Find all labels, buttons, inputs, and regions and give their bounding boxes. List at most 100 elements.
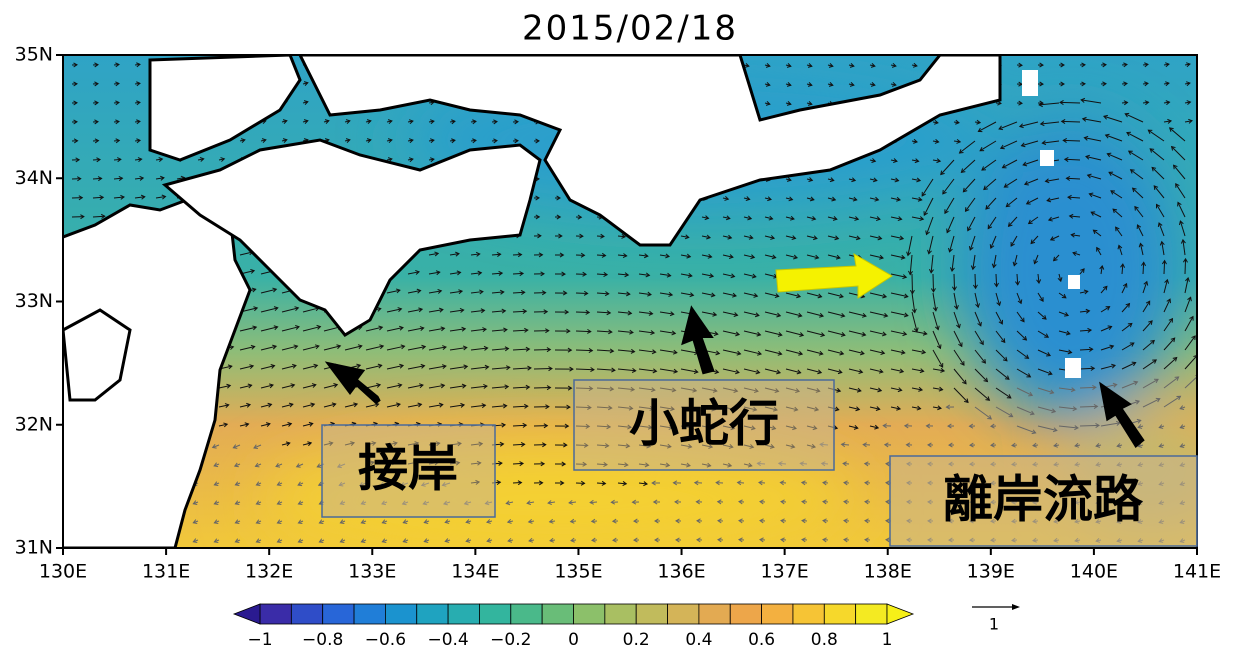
vector-head <box>136 81 141 87</box>
vector-head <box>666 272 672 278</box>
vector-head <box>293 344 299 350</box>
vector <box>743 273 756 278</box>
vector-head <box>541 442 547 448</box>
vector-head <box>253 444 259 450</box>
vector <box>907 235 913 256</box>
vector-head <box>896 405 902 411</box>
vector <box>218 404 229 408</box>
vector <box>981 159 997 171</box>
vector-head <box>776 312 782 318</box>
colorbar: −1 −0.8 −0.6 −0.4 −0.2 0 0.2 0.4 0.6 0.8 1 <box>232 603 915 650</box>
vector-head <box>566 404 571 410</box>
vector-head <box>1147 129 1153 135</box>
vector-head <box>872 177 878 183</box>
vector-head <box>1176 395 1182 401</box>
vector-head <box>273 325 279 331</box>
vector-head <box>759 537 764 543</box>
vector-head <box>339 538 345 544</box>
vector-head <box>1167 118 1173 124</box>
vector-head <box>914 158 920 164</box>
vector <box>1053 254 1060 262</box>
vector-head <box>229 345 235 350</box>
vector-head <box>295 463 301 468</box>
vector-head <box>1185 277 1190 282</box>
vector-head <box>357 344 363 350</box>
vector-head <box>881 331 887 337</box>
vector <box>911 387 923 391</box>
vector-head <box>587 328 592 334</box>
vector <box>470 253 480 256</box>
vector <box>680 235 689 238</box>
vector <box>785 292 801 298</box>
vector-head <box>1022 161 1028 167</box>
vector-head <box>996 301 1002 307</box>
vector-head <box>441 364 447 370</box>
vector-head <box>633 518 638 524</box>
vector-head <box>517 252 523 258</box>
vector-head <box>546 347 552 353</box>
vector <box>869 368 883 373</box>
vector-head <box>1063 156 1069 162</box>
vector-head <box>970 265 976 271</box>
vector <box>827 197 836 201</box>
vector <box>1019 121 1039 128</box>
vector-head <box>896 196 901 202</box>
vector <box>1037 406 1056 413</box>
vector-head <box>1065 175 1071 181</box>
vector <box>1163 260 1166 275</box>
vector-head <box>100 213 106 219</box>
vector <box>512 481 522 484</box>
vector <box>449 385 466 389</box>
vector-head <box>255 500 261 506</box>
vector <box>995 406 1013 418</box>
vector-head <box>94 119 99 125</box>
vector <box>1121 264 1124 275</box>
vector-head <box>345 119 351 124</box>
vector-head <box>1112 382 1118 388</box>
vector <box>1037 273 1040 284</box>
vector <box>1016 387 1033 396</box>
vector-head <box>558 233 563 239</box>
vector-head <box>1135 399 1141 405</box>
vector <box>617 330 634 334</box>
vector <box>1013 254 1018 266</box>
vector <box>1110 190 1123 199</box>
vector-head <box>254 462 260 468</box>
vector-head <box>303 100 309 105</box>
vector-head <box>672 480 678 486</box>
lon-label: 139E <box>967 561 1015 583</box>
vector-head <box>402 538 408 543</box>
vector-head <box>397 307 403 312</box>
vector <box>113 196 125 199</box>
vector-head <box>809 196 815 202</box>
vector <box>1184 277 1189 294</box>
vector <box>953 140 961 143</box>
vector-head <box>949 267 955 273</box>
vector-head <box>310 402 316 408</box>
vector-head <box>514 138 519 144</box>
vector <box>848 197 857 201</box>
vector <box>1163 357 1178 370</box>
vector <box>491 405 507 408</box>
vector-head <box>297 481 303 487</box>
vector <box>890 273 907 278</box>
vector-head <box>1122 282 1128 288</box>
vector-head <box>545 404 550 410</box>
vector-head <box>736 480 742 486</box>
vector-head <box>569 366 574 372</box>
vector <box>617 482 627 485</box>
vector <box>1100 345 1114 351</box>
vector <box>743 254 755 258</box>
vector-head <box>582 271 588 277</box>
vector <box>961 159 976 173</box>
vector-head <box>307 441 313 447</box>
island <box>1022 70 1038 96</box>
vector-head <box>693 480 699 486</box>
lon-label: 140E <box>1070 561 1118 583</box>
vector <box>890 159 898 162</box>
vector <box>449 253 460 256</box>
vector-head <box>420 363 426 369</box>
vector <box>491 366 510 370</box>
vector <box>967 216 976 231</box>
vector-head <box>777 331 783 337</box>
